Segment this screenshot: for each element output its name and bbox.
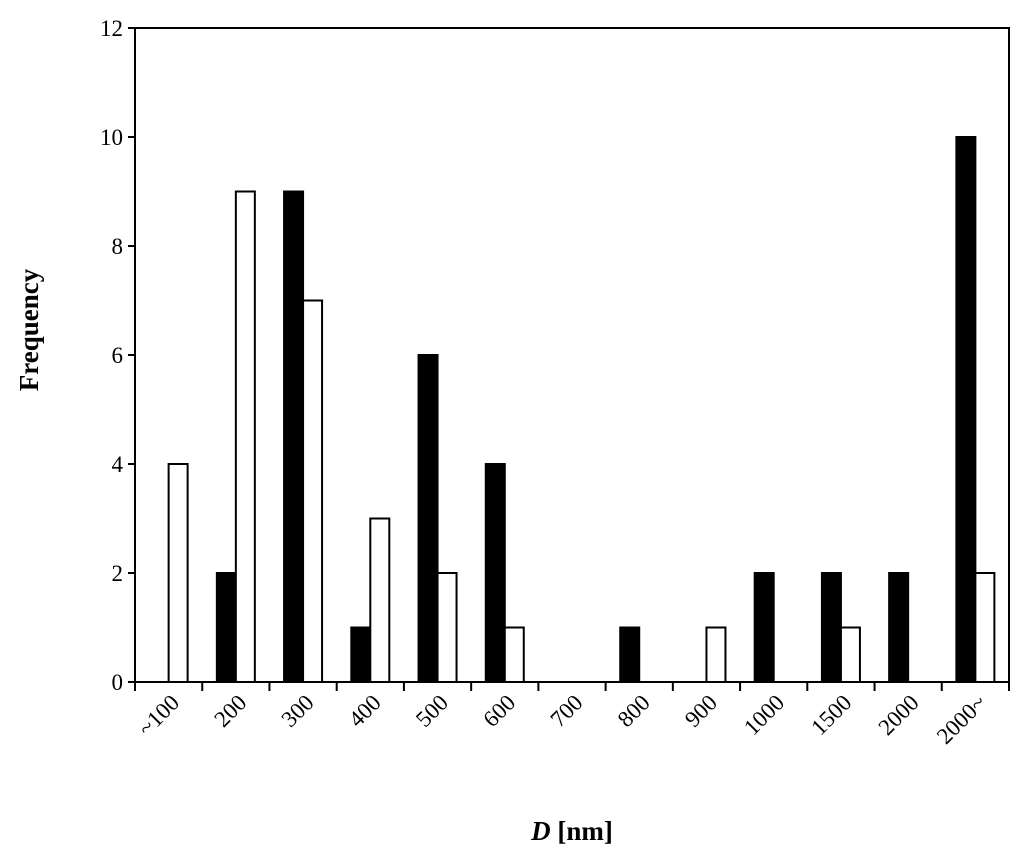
y-tick-label: 6 xyxy=(112,343,124,368)
x-tick-label: 300 xyxy=(277,690,319,732)
y-tick-label: 12 xyxy=(100,16,123,41)
black-bar xyxy=(350,626,372,683)
white-bar xyxy=(705,626,727,683)
y-tick-label: 2 xyxy=(112,561,124,586)
y-tick-label: 8 xyxy=(112,234,124,259)
x-tick-label: 600 xyxy=(478,690,520,732)
bars-group xyxy=(167,136,996,683)
x-axis-title-variable: D xyxy=(530,816,551,846)
black-bar xyxy=(619,626,641,683)
y-tick-label: 4 xyxy=(112,452,124,477)
white-bar xyxy=(234,190,256,683)
white-bar xyxy=(167,463,189,683)
black-bar xyxy=(283,190,305,683)
x-tick-label: 400 xyxy=(344,690,386,732)
white-bar xyxy=(369,517,391,683)
x-tick-label: 2000~ xyxy=(932,690,991,749)
x-tick-label: ~100 xyxy=(133,690,184,741)
x-axis: ~100 200 300 400 500 600 700 800 900 1000 1500 2000… xyxy=(133,682,1010,749)
x-tick-label: 500 xyxy=(411,690,453,732)
black-bar xyxy=(417,354,439,683)
white-bar xyxy=(503,626,525,683)
x-tick-label: 800 xyxy=(613,690,655,732)
black-bar xyxy=(753,572,775,683)
black-bar xyxy=(888,572,910,683)
x-tick-label: 2000 xyxy=(873,690,923,740)
black-bar xyxy=(820,572,842,683)
x-tick-label: 700 xyxy=(545,690,587,732)
x-tick-label: 1500 xyxy=(806,690,856,740)
x-tick-label: 900 xyxy=(680,690,722,732)
black-bar xyxy=(955,136,977,683)
white-bar xyxy=(839,626,861,683)
white-bar xyxy=(436,572,458,683)
white-bar xyxy=(974,572,996,683)
y-tick-label: 0 xyxy=(112,670,124,695)
black-bar xyxy=(215,572,237,683)
x-tick-label: 1000 xyxy=(739,690,789,740)
y-tick-label: 10 xyxy=(100,125,123,150)
x-axis-title-unit: [nm] xyxy=(551,816,613,846)
white-bar xyxy=(302,299,324,683)
x-axis-title: D [nm] xyxy=(530,816,613,846)
plot-area xyxy=(134,27,1010,683)
x-tick-label: 200 xyxy=(209,690,251,732)
y-axis-title: Frequency xyxy=(14,268,44,391)
black-bar xyxy=(484,463,506,683)
y-axis: 0 2 4 6 8 10 12 xyxy=(100,16,135,695)
